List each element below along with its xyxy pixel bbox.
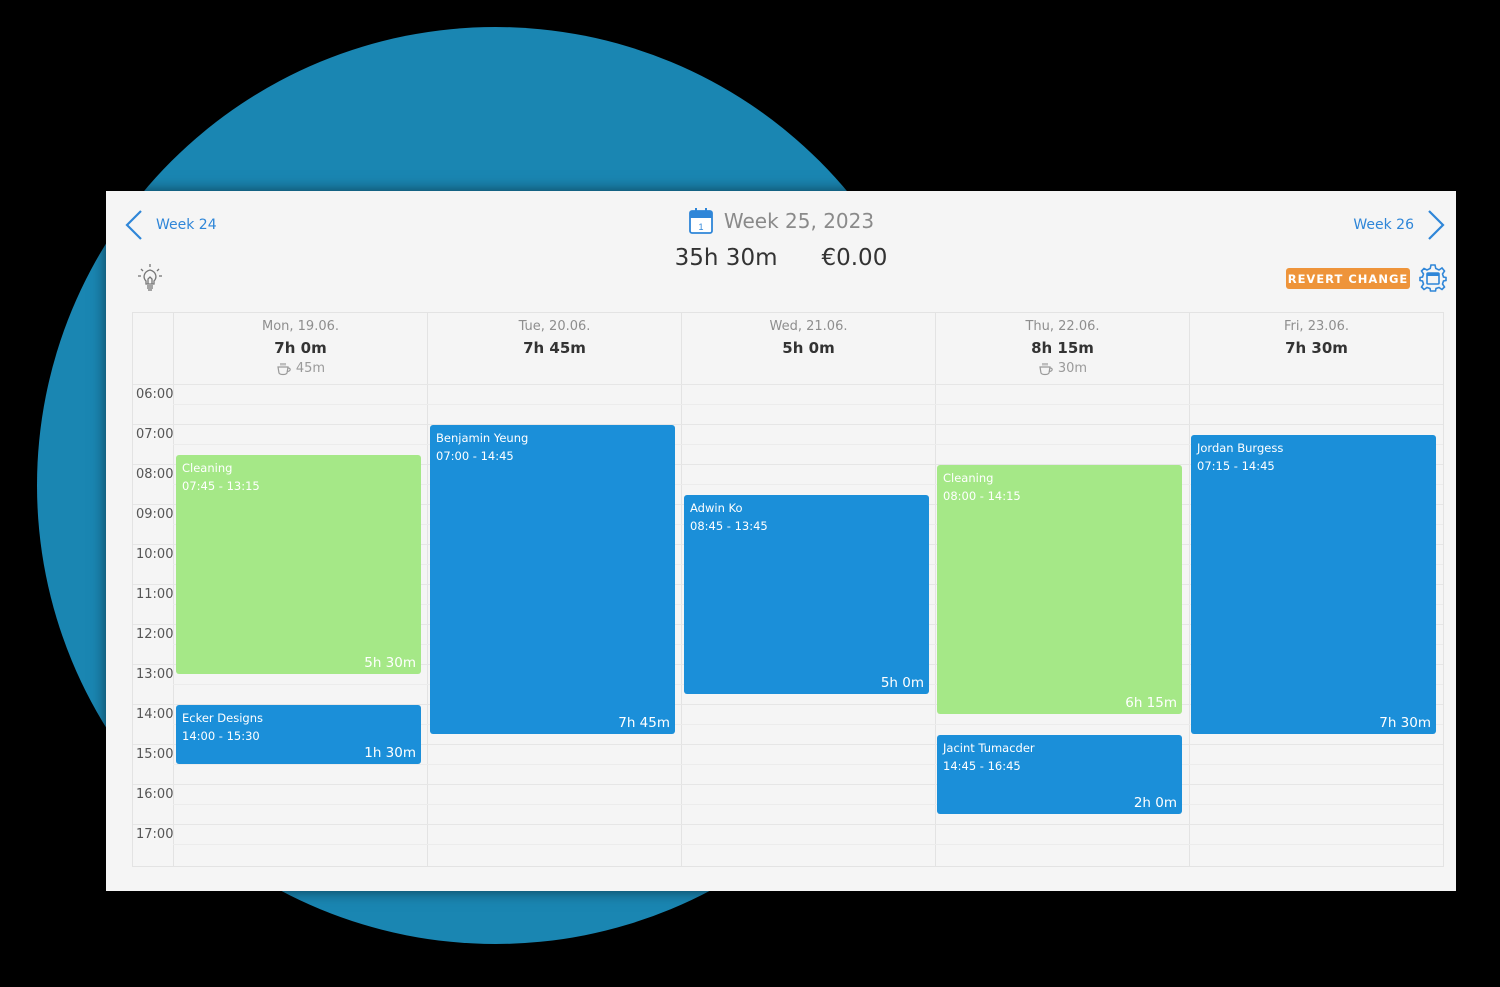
week-planner: Week 24 Week 26 1 Week 25, 2023 35h 30m …: [106, 191, 1456, 891]
shift-time: 07:00 - 14:45: [436, 449, 514, 463]
prev-week-button[interactable]: Week 24: [124, 209, 217, 241]
revert-change-button[interactable]: REVERT CHANGE: [1286, 268, 1410, 289]
shift-title: Benjamin Yeung: [436, 431, 529, 445]
next-week-button[interactable]: Week 26: [1353, 209, 1446, 241]
coffee-icon: [1039, 362, 1053, 375]
day-total: 7h 30m: [1285, 339, 1348, 357]
time-label: 10:00: [136, 547, 174, 562]
shift-block[interactable]: Cleaning 08:00 - 14:15 6h 15m: [937, 465, 1182, 714]
shift-duration: 7h 45m: [618, 715, 670, 731]
shift-duration: 6h 15m: [1125, 695, 1177, 711]
half-hour-line: [173, 444, 1443, 445]
column-divider: [427, 313, 428, 866]
hour-line: [133, 704, 1443, 705]
half-hour-line: [173, 804, 1443, 805]
time-label: 11:00: [136, 587, 174, 602]
week-title: Week 25, 2023: [723, 209, 875, 233]
shift-duration: 1h 30m: [364, 745, 416, 761]
shift-time: 08:45 - 13:45: [690, 519, 768, 533]
day-header-mon: Mon, 19.06. 7h 0m 45m: [174, 313, 427, 384]
half-hour-line: [173, 764, 1443, 765]
column-divider: [1189, 313, 1190, 866]
shift-time: 08:00 - 14:15: [943, 489, 1021, 503]
day-date: Mon, 19.06.: [261, 319, 340, 334]
column-divider: [681, 313, 682, 866]
shift-block[interactable]: Ecker Designs 14:00 - 15:30 1h 30m: [176, 705, 421, 764]
calendar-icon[interactable]: 1: [688, 207, 714, 235]
time-label: 09:00: [136, 507, 174, 522]
shift-block[interactable]: Cleaning 07:45 - 13:15 5h 30m: [176, 455, 421, 674]
hour-line: [133, 424, 1443, 425]
day-header-fri: Fri, 23.06. 7h 30m: [1190, 313, 1443, 384]
shift-block[interactable]: Jacint Tumacder 14:45 - 16:45 2h 0m: [937, 735, 1182, 814]
day-header-wed: Wed, 21.06. 5h 0m: [682, 313, 935, 384]
day-total: 7h 0m: [274, 339, 327, 357]
time-label: 08:00: [136, 467, 174, 482]
shift-time: 07:45 - 13:15: [182, 479, 260, 493]
column-divider: [173, 313, 174, 866]
day-date: Thu, 22.06.: [1025, 319, 1100, 334]
day-header-tue: Tue, 20.06. 7h 45m: [428, 313, 681, 384]
half-hour-line: [173, 724, 1443, 725]
week-header: 1 Week 25, 2023 35h 30m €0.00: [106, 207, 1456, 271]
lightbulb-icon[interactable]: [138, 263, 162, 293]
time-label: 17:00: [136, 827, 174, 842]
break-duration: 45m: [295, 361, 326, 376]
hour-line: [133, 784, 1443, 785]
break-duration: 30m: [1057, 361, 1088, 376]
shift-title: Jacint Tumacder: [943, 741, 1035, 755]
header-divider: [133, 384, 1443, 385]
day-date: Tue, 20.06.: [518, 319, 591, 334]
day-date: Fri, 23.06.: [1283, 319, 1350, 334]
svg-text:1: 1: [698, 222, 703, 232]
time-label: 15:00: [136, 747, 174, 762]
day-total: 5h 0m: [782, 339, 835, 357]
shift-title: Ecker Designs: [182, 711, 263, 725]
next-week-label: Week 26: [1353, 217, 1414, 233]
day-date: Wed, 21.06.: [769, 319, 848, 334]
day-break: 45m: [174, 361, 427, 376]
shift-duration: 7h 30m: [1379, 715, 1431, 731]
week-grid: Mon, 19.06. 7h 0m 45m Tue, 20.06. 7h 45m…: [132, 312, 1444, 867]
hour-line: [133, 464, 1443, 465]
time-label: 13:00: [136, 667, 174, 682]
chevron-left-icon: [125, 210, 142, 240]
shift-title: Adwin Ko: [690, 501, 743, 515]
week-total-hours: 35h 30m: [674, 245, 778, 271]
half-hour-line: [173, 484, 1443, 485]
time-label: 12:00: [136, 627, 174, 642]
time-label: 16:00: [136, 787, 174, 802]
shift-duration: 2h 0m: [1133, 795, 1177, 811]
shift-duration: 5h 0m: [880, 675, 924, 691]
shift-time: 14:00 - 15:30: [182, 729, 260, 743]
shift-block[interactable]: Benjamin Yeung 07:00 - 14:45 7h 45m: [430, 425, 675, 734]
shift-block[interactable]: Adwin Ko 08:45 - 13:45 5h 0m: [684, 495, 929, 694]
hour-line: [133, 824, 1443, 825]
chevron-right-icon: [1428, 210, 1445, 240]
column-divider: [935, 313, 936, 866]
calendar-gear-icon[interactable]: [1419, 264, 1447, 292]
shift-block[interactable]: Jordan Burgess 07:15 - 14:45 7h 30m: [1191, 435, 1436, 734]
time-label: 07:00: [136, 427, 174, 442]
prev-week-label: Week 24: [156, 217, 217, 233]
shift-duration: 5h 30m: [364, 655, 416, 671]
time-label: 14:00: [136, 707, 174, 722]
coffee-icon: [277, 362, 291, 375]
shift-time: 07:15 - 14:45: [1197, 459, 1275, 473]
hour-line: [133, 744, 1443, 745]
shift-title: Jordan Burgess: [1197, 441, 1284, 455]
day-total: 7h 45m: [523, 339, 586, 357]
half-hour-line: [173, 844, 1443, 845]
shift-time: 14:45 - 16:45: [943, 759, 1021, 773]
day-header-thu: Thu, 22.06. 8h 15m 30m: [936, 313, 1189, 384]
day-break: 30m: [936, 361, 1189, 376]
week-total-cost: €0.00: [821, 245, 888, 271]
half-hour-line: [173, 404, 1443, 405]
time-label: 06:00: [136, 387, 174, 402]
shift-title: Cleaning: [943, 471, 994, 485]
day-total: 8h 15m: [1031, 339, 1094, 357]
shift-title: Cleaning: [182, 461, 233, 475]
